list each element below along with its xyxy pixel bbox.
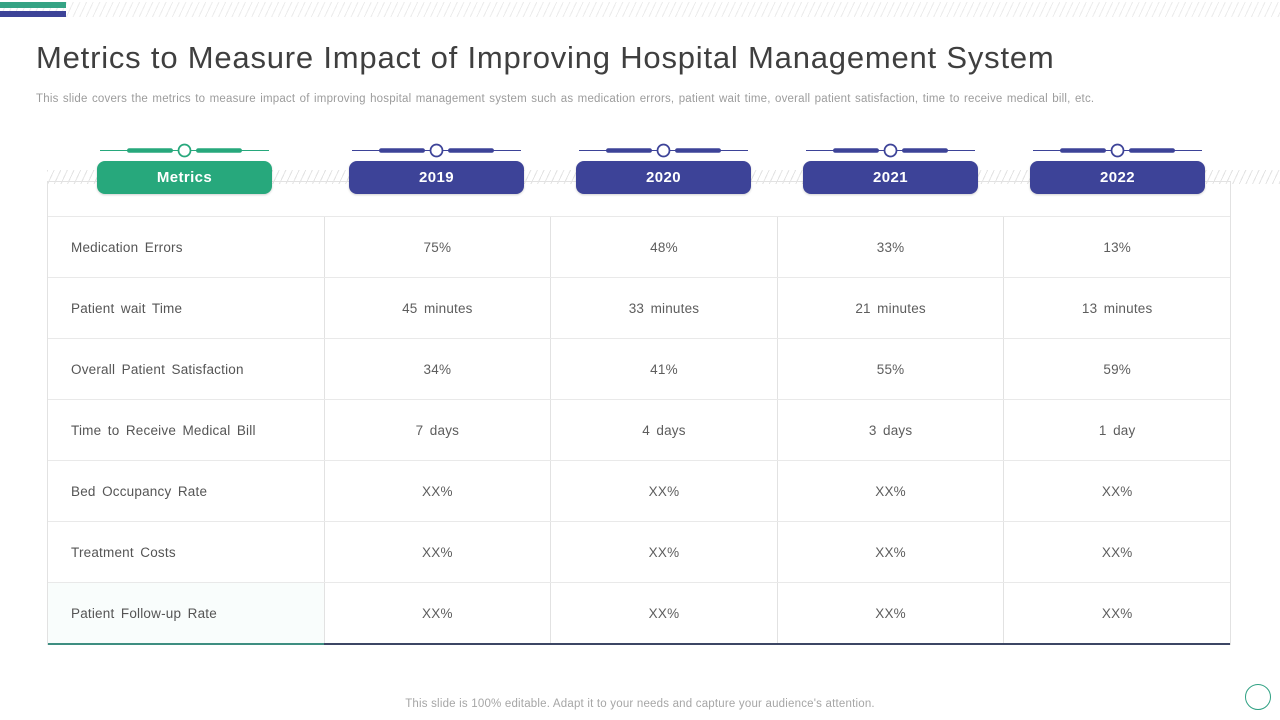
slide-subtitle: This slide covers the metrics to measure…	[36, 93, 1095, 105]
metric-value-cell: XX%	[776, 522, 1004, 582]
table-bottom-border-navy	[324, 643, 1230, 645]
table-row: Medication Errors 75% 48% 33% 13%	[48, 216, 1230, 277]
header-button-metrics[interactable]: Metrics	[97, 161, 272, 194]
metric-value-cell: XX%	[323, 522, 551, 582]
header-connector-line	[352, 143, 521, 158]
table-row: Bed Occupancy Rate XX% XX% XX% XX%	[48, 460, 1230, 521]
table-row: Treatment Costs XX% XX% XX% XX%	[48, 521, 1230, 582]
header-column: Metrics	[97, 142, 272, 197]
metric-value-cell: XX%	[323, 461, 551, 521]
metric-value-cell: XX%	[323, 583, 551, 643]
header-column: 2019	[349, 142, 524, 197]
header-column: 2021	[803, 142, 978, 197]
metric-value-cell: 7 days	[323, 400, 551, 460]
metric-value-cell: 21 minutes	[776, 278, 1004, 338]
table-row: Overall Patient Satisfaction 34% 41% 55% 59%	[48, 338, 1230, 399]
top-left-teal-bar	[0, 2, 66, 8]
table-body: Medication Errors 75% 48% 33% 13% Patient wai…	[48, 216, 1230, 643]
metric-value-cell: XX%	[776, 583, 1004, 643]
header-button-2020[interactable]: 2020	[576, 161, 751, 194]
metric-value-cell: 3 days	[776, 400, 1004, 460]
metric-value-cell: 48%	[550, 217, 777, 277]
metric-value-cell: XX%	[1003, 583, 1230, 643]
header-column: 2020	[576, 142, 751, 197]
header-button-2022[interactable]: 2022	[1030, 161, 1205, 194]
metric-value-cell: 1 day	[1003, 400, 1230, 460]
table-row: Time to Receive Medical Bill 7 days 4 days…	[48, 399, 1230, 460]
metric-value-cell: XX%	[776, 461, 1004, 521]
table-row: Patient wait Time 45 minutes 33 minutes 21 …	[48, 277, 1230, 338]
metric-value-cell: 75%	[323, 217, 551, 277]
metric-name-cell: Medication Errors	[71, 239, 183, 255]
header-column: 2022	[1030, 142, 1205, 197]
metric-value-cell: 4 days	[550, 400, 777, 460]
footer-note: This slide is 100% editable. Adapt it to…	[405, 698, 875, 710]
metric-name-cell: Patient Follow-up Rate	[48, 583, 324, 643]
header-connector-line	[100, 143, 269, 158]
metric-value-cell: 13%	[1003, 217, 1230, 277]
header-button-2019[interactable]: 2019	[349, 161, 524, 194]
metric-value-cell: 45 minutes	[323, 278, 551, 338]
header-connector-line	[1033, 143, 1202, 158]
metric-value-cell: 33 minutes	[550, 278, 777, 338]
top-left-indigo-bar	[0, 11, 66, 17]
metric-value-cell: 55%	[776, 339, 1004, 399]
metric-name-cell: Patient wait Time	[71, 300, 183, 316]
metric-name-cell: Treatment Costs	[71, 544, 176, 560]
metric-value-cell: 41%	[550, 339, 777, 399]
metric-value-cell: XX%	[550, 461, 777, 521]
metric-value-cell: XX%	[1003, 522, 1230, 582]
metric-value-cell: 33%	[776, 217, 1004, 277]
table-row: Patient Follow-up Rate XX% XX% XX% XX%	[48, 582, 1230, 643]
metric-value-cell: XX%	[1003, 461, 1230, 521]
metric-name-cell: Bed Occupancy Rate	[71, 483, 208, 499]
metric-value-cell: 59%	[1003, 339, 1230, 399]
metric-name-cell: Overall Patient Satisfaction	[71, 361, 244, 377]
metric-name-cell: Time to Receive Medical Bill	[71, 422, 256, 438]
metric-value-cell: 34%	[323, 339, 551, 399]
metric-value-cell: 13 minutes	[1003, 278, 1230, 338]
page-title: Metrics to Measure Impact of Improving H…	[36, 40, 1055, 75]
top-edge-hatch-decoration	[0, 2, 1280, 17]
header-button-2021[interactable]: 2021	[803, 161, 978, 194]
metrics-table: Medication Errors 75% 48% 33% 13% Patient wai…	[47, 181, 1231, 645]
corner-circle-decoration	[1245, 684, 1271, 710]
header-connector-line	[579, 143, 748, 158]
metric-value-cell: XX%	[550, 522, 777, 582]
header-connector-line	[806, 143, 975, 158]
metric-value-cell: XX%	[550, 583, 777, 643]
table-bottom-border-teal	[48, 643, 324, 645]
